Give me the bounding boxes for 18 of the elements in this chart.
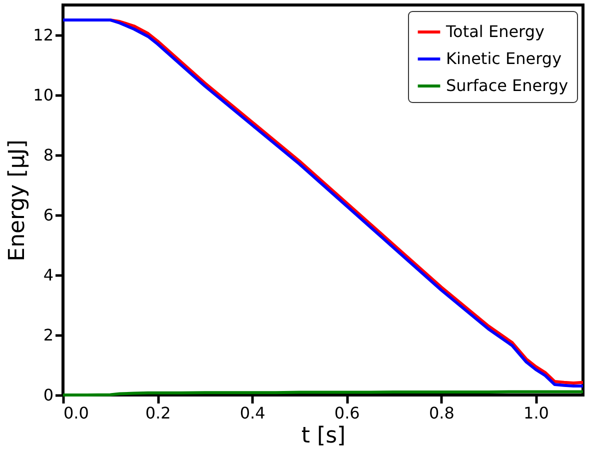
legend-label: Total Energy (445, 22, 544, 41)
y-tick-label: 8 (43, 146, 54, 164)
y-tick-label: 0 (43, 386, 54, 404)
x-tick-label: 0.4 (240, 404, 266, 422)
y-axis-title: Energy [μJ] (5, 140, 30, 262)
y-tick-label: 12 (33, 26, 54, 44)
y-tick-label: 6 (43, 206, 54, 224)
x-tick-label: 0.6 (334, 404, 360, 422)
x-tick-label: 0.8 (428, 404, 454, 422)
y-tick-label: 10 (33, 86, 54, 104)
x-tick-label: 0.2 (145, 404, 171, 422)
x-axis-title: t [s] (301, 424, 346, 448)
legend-label: Surface Energy (446, 76, 568, 95)
y-tick-label: 4 (43, 266, 54, 284)
y-tick-label: 2 (43, 326, 54, 344)
x-tick-label: 1.0 (524, 404, 549, 422)
x-tick-label: 0.0 (64, 404, 89, 422)
legend-label: Kinetic Energy (446, 49, 562, 68)
